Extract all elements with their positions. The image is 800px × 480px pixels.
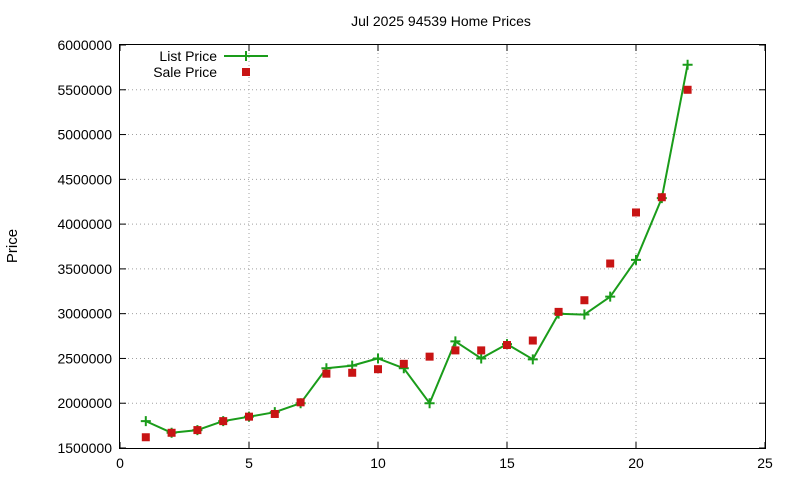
sale-price-point — [296, 398, 305, 407]
axis-ticks: 0 5 10 15 20 25 1500000 2000000 2500000 3000000 35… — [57, 37, 773, 471]
y-tick-label: 2000000 — [57, 395, 112, 411]
sale-price-point — [528, 336, 537, 345]
legend-label: List Price — [159, 48, 217, 64]
chart-title: Jul 2025 94539 Home Prices — [351, 13, 531, 29]
list-price-point — [682, 59, 693, 70]
y-tick-label: 5500000 — [57, 82, 112, 98]
list-price-point — [527, 354, 538, 365]
y-tick-label: 2500000 — [57, 350, 112, 366]
sale-price-point — [270, 409, 279, 418]
y-tick-label: 3500000 — [57, 261, 112, 277]
y-axis-label: Price — [4, 229, 21, 263]
sale-price-point — [245, 412, 253, 421]
sale-price-point — [632, 208, 640, 217]
sale-price-point — [374, 365, 382, 374]
sale-price-point — [503, 341, 511, 350]
series-list-price — [140, 59, 693, 438]
x-tick-label: 0 — [116, 455, 124, 471]
series-sale-price — [141, 85, 692, 442]
y-tick-label: 6000000 — [57, 37, 112, 53]
legend-label: Sale Price — [153, 64, 217, 80]
list-price-point — [373, 353, 383, 364]
y-tick-label: 5000000 — [57, 127, 112, 143]
grid — [120, 45, 765, 448]
y-tick-label: 4000000 — [57, 216, 112, 232]
list-price-point — [579, 309, 590, 320]
legend-swatch-plus — [241, 51, 251, 61]
sale-price-point — [683, 85, 692, 94]
list-price-line — [145, 64, 689, 434]
x-tick-label: 25 — [757, 455, 773, 471]
sale-price-point — [554, 307, 563, 316]
sale-price-point — [451, 346, 460, 355]
legend-swatch-square — [242, 68, 250, 76]
sale-price-point — [580, 296, 589, 305]
sale-price-point — [606, 259, 615, 268]
x-tick-label: 10 — [370, 455, 386, 471]
x-tick-label: 20 — [628, 455, 644, 471]
sale-price-point — [399, 359, 408, 368]
plot-frame — [119, 44, 766, 449]
x-tick-label: 5 — [245, 455, 253, 471]
list-price-point — [450, 336, 461, 347]
x-tick-label: 15 — [499, 455, 515, 471]
sale-price-point — [657, 193, 666, 202]
sale-price-point — [219, 417, 228, 426]
sale-price-point — [348, 368, 357, 377]
series-layer — [140, 59, 693, 442]
sale-price-point — [193, 426, 202, 435]
sale-price-point — [477, 346, 486, 355]
sale-price-point — [167, 428, 176, 437]
sale-price-point — [425, 352, 434, 361]
list-price-point — [424, 398, 435, 409]
sale-price-point — [322, 369, 331, 378]
list-price-point — [631, 254, 641, 265]
list-price-point — [476, 353, 487, 364]
y-tick-label: 1500000 — [57, 440, 112, 456]
sale-price-point — [141, 433, 150, 442]
y-tick-label: 4500000 — [57, 171, 112, 187]
y-tick-label: 3000000 — [57, 306, 112, 322]
list-price-point — [140, 416, 151, 427]
list-price-point — [605, 291, 616, 302]
